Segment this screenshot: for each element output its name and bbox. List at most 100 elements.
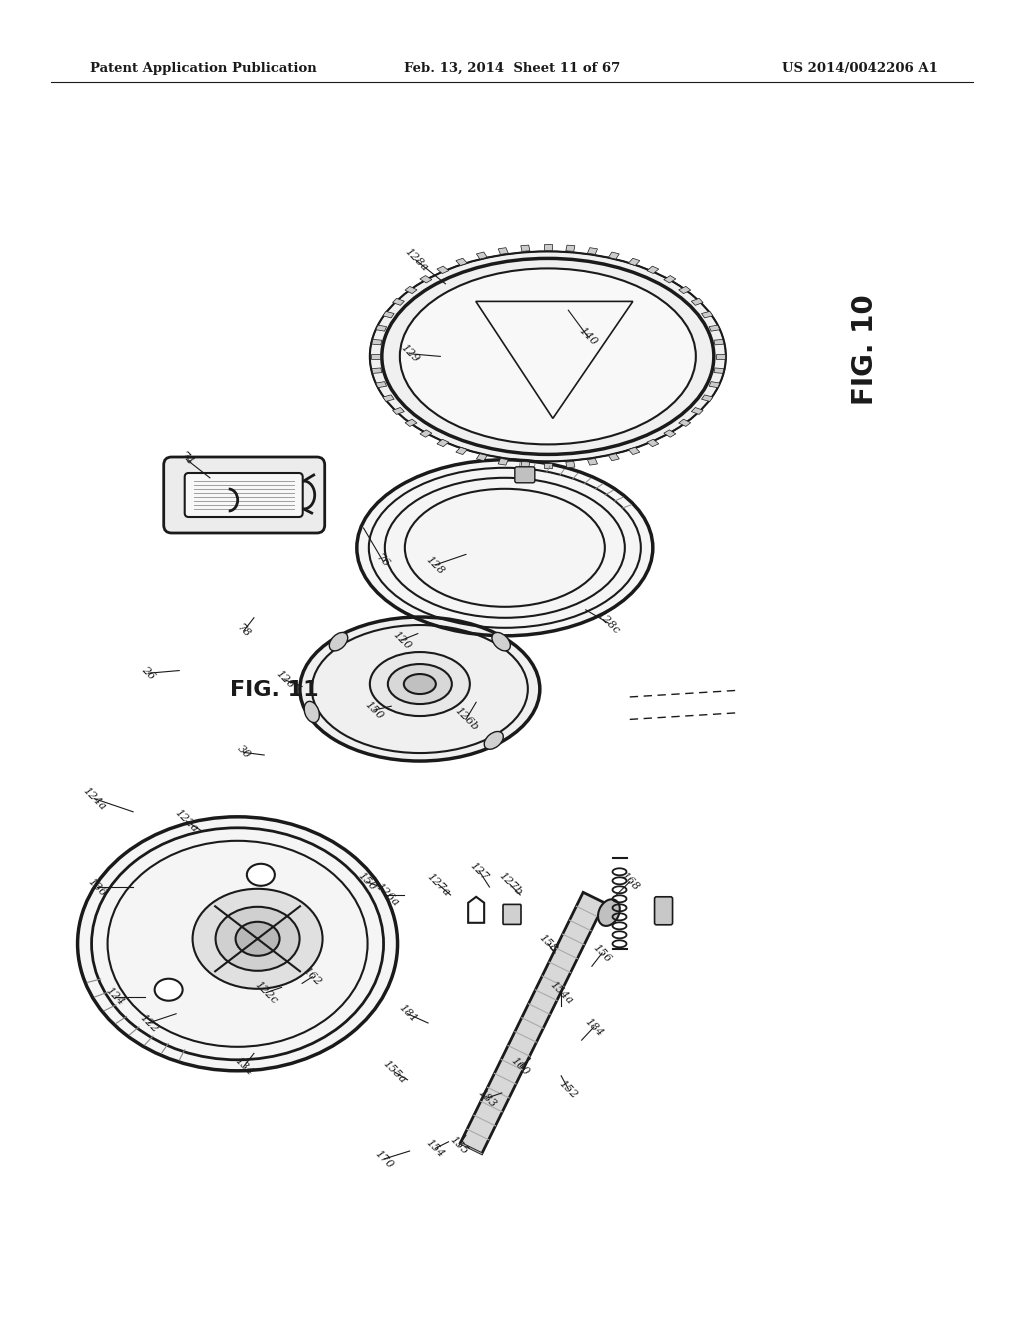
Text: 128: 128 xyxy=(424,554,446,576)
FancyBboxPatch shape xyxy=(515,467,535,483)
Polygon shape xyxy=(456,259,467,265)
Ellipse shape xyxy=(236,921,280,956)
Polygon shape xyxy=(376,381,387,388)
Polygon shape xyxy=(709,381,720,388)
Text: 140: 140 xyxy=(577,326,599,347)
Polygon shape xyxy=(701,395,713,401)
Polygon shape xyxy=(544,244,552,249)
Polygon shape xyxy=(498,248,508,255)
FancyBboxPatch shape xyxy=(184,473,303,517)
Polygon shape xyxy=(629,259,640,265)
Polygon shape xyxy=(371,354,380,359)
Polygon shape xyxy=(566,462,574,467)
Text: 170: 170 xyxy=(373,1148,395,1170)
Polygon shape xyxy=(392,298,404,305)
Polygon shape xyxy=(716,354,725,359)
Text: 154: 154 xyxy=(424,1138,446,1159)
Polygon shape xyxy=(647,267,658,273)
Polygon shape xyxy=(701,312,713,318)
Text: 160: 160 xyxy=(509,1056,531,1077)
Polygon shape xyxy=(588,248,598,255)
Polygon shape xyxy=(714,368,724,374)
Ellipse shape xyxy=(330,632,348,651)
Ellipse shape xyxy=(300,616,540,762)
Text: 156: 156 xyxy=(591,942,613,964)
Polygon shape xyxy=(544,463,552,469)
Polygon shape xyxy=(691,408,703,414)
Polygon shape xyxy=(498,458,508,465)
Polygon shape xyxy=(460,892,605,1154)
Text: 127: 127 xyxy=(468,861,490,882)
Ellipse shape xyxy=(155,978,182,1001)
Text: 150: 150 xyxy=(355,871,378,892)
Polygon shape xyxy=(691,298,703,305)
Text: 126: 126 xyxy=(273,669,296,690)
Text: 120: 120 xyxy=(390,630,413,651)
Text: 158: 158 xyxy=(537,933,559,954)
Text: 122c: 122c xyxy=(253,979,280,1006)
Text: 30: 30 xyxy=(236,744,252,760)
Text: FIG. 10: FIG. 10 xyxy=(851,294,880,405)
Ellipse shape xyxy=(216,907,300,970)
Polygon shape xyxy=(521,246,529,251)
Polygon shape xyxy=(392,408,404,414)
Text: 168: 168 xyxy=(618,871,641,892)
Polygon shape xyxy=(714,339,724,345)
Text: Feb. 13, 2014  Sheet 11 of 67: Feb. 13, 2014 Sheet 11 of 67 xyxy=(403,62,621,75)
FancyBboxPatch shape xyxy=(164,457,325,533)
Polygon shape xyxy=(383,395,394,401)
Text: 134: 134 xyxy=(232,1056,255,1077)
Text: 126a: 126a xyxy=(374,882,400,908)
Text: 74: 74 xyxy=(178,451,195,467)
Text: 26: 26 xyxy=(140,665,157,681)
Polygon shape xyxy=(709,325,720,331)
Text: 127a: 127a xyxy=(425,871,452,898)
Text: 150: 150 xyxy=(362,700,385,721)
Ellipse shape xyxy=(356,459,653,636)
Text: 152: 152 xyxy=(557,1078,580,1100)
FancyBboxPatch shape xyxy=(503,904,521,924)
Polygon shape xyxy=(664,276,676,282)
Text: Patent Application Publication: Patent Application Publication xyxy=(90,62,316,75)
Ellipse shape xyxy=(388,664,452,704)
Ellipse shape xyxy=(403,675,436,694)
Polygon shape xyxy=(476,252,487,259)
Text: 162: 162 xyxy=(301,966,324,987)
Text: 126b: 126b xyxy=(453,706,479,733)
Polygon shape xyxy=(566,246,574,251)
Polygon shape xyxy=(647,440,658,446)
Polygon shape xyxy=(664,430,676,437)
Text: 122a: 122a xyxy=(173,808,200,834)
Polygon shape xyxy=(372,368,382,374)
Ellipse shape xyxy=(598,899,620,925)
Polygon shape xyxy=(608,454,620,461)
Polygon shape xyxy=(588,458,598,465)
Polygon shape xyxy=(372,339,382,345)
Ellipse shape xyxy=(484,731,504,750)
Text: 76: 76 xyxy=(375,553,391,569)
Text: 183: 183 xyxy=(475,1088,498,1109)
Polygon shape xyxy=(404,286,417,293)
Polygon shape xyxy=(629,447,640,454)
Polygon shape xyxy=(437,267,449,273)
Ellipse shape xyxy=(247,863,274,886)
Text: 128a: 128a xyxy=(402,247,429,273)
Polygon shape xyxy=(437,440,449,446)
Polygon shape xyxy=(383,312,394,318)
Text: 154a: 154a xyxy=(548,979,574,1006)
Ellipse shape xyxy=(370,251,726,462)
Ellipse shape xyxy=(304,701,319,722)
Text: 181: 181 xyxy=(396,1003,419,1024)
Text: US 2014/0042206 A1: US 2014/0042206 A1 xyxy=(782,62,938,75)
Polygon shape xyxy=(420,430,432,437)
Text: 78: 78 xyxy=(236,623,252,639)
Text: 122: 122 xyxy=(137,1012,160,1034)
Text: 129: 129 xyxy=(398,343,421,364)
Ellipse shape xyxy=(399,269,696,444)
Ellipse shape xyxy=(370,652,470,715)
Polygon shape xyxy=(521,462,529,467)
Polygon shape xyxy=(476,454,487,461)
Text: 127b: 127b xyxy=(497,871,523,898)
Polygon shape xyxy=(679,420,691,426)
Ellipse shape xyxy=(492,632,510,651)
